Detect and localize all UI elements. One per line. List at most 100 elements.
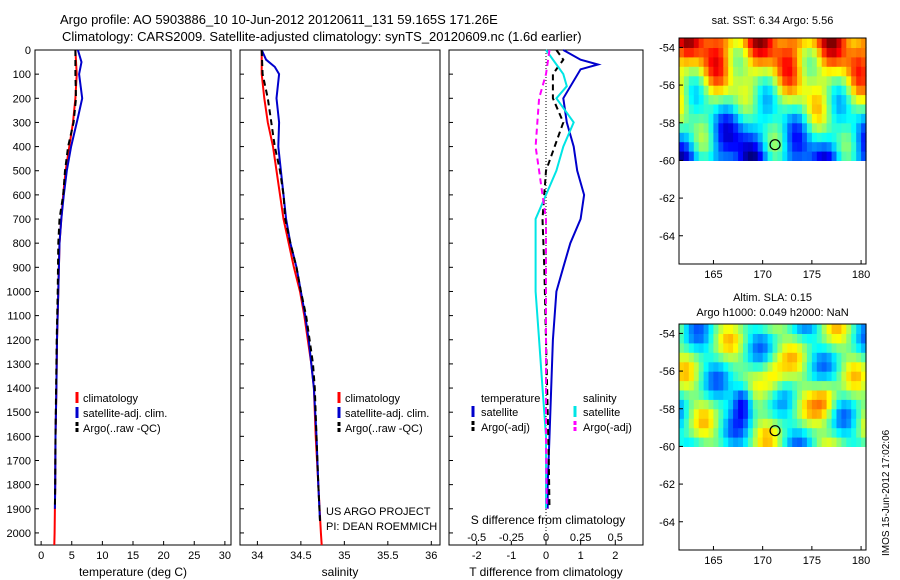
map-cell [826, 75, 833, 86]
map-cell [846, 371, 852, 382]
map-cell [713, 113, 719, 124]
map-cell [787, 85, 793, 96]
map-cell [861, 342, 867, 353]
map-cell [841, 408, 847, 419]
map-cell [683, 427, 690, 438]
map-cell [757, 352, 764, 363]
map-cell [733, 427, 739, 438]
map-cell [728, 427, 734, 438]
map-cell [792, 151, 798, 161]
map-cell [693, 437, 700, 447]
map-cell [738, 103, 744, 114]
map-cell [836, 47, 842, 58]
map-cell [826, 437, 833, 447]
y-tick-label: 1000 [7, 286, 31, 298]
map-cell [743, 38, 749, 48]
map-cell [826, 38, 833, 48]
map-cell [851, 324, 857, 334]
map-cell [723, 141, 729, 152]
map-cell [762, 418, 769, 429]
map-cell [698, 85, 705, 96]
map-cell [688, 103, 695, 114]
map-cell [856, 132, 862, 143]
map-cell [836, 333, 842, 344]
map-cell [811, 408, 818, 419]
map-cell [762, 85, 769, 96]
map-cell [688, 427, 695, 438]
map-cell [762, 389, 769, 400]
map-cell [802, 437, 808, 447]
map-cell [743, 47, 749, 58]
map-cell [811, 399, 818, 410]
map-cell [816, 151, 823, 161]
map-cell [806, 122, 813, 133]
map-cell [683, 47, 690, 58]
map-cell [806, 66, 813, 77]
map-cell [679, 342, 685, 353]
map-cell [777, 380, 783, 391]
map-cell [856, 371, 862, 382]
map-cell [747, 103, 754, 114]
map-cell [747, 352, 754, 363]
map-cell [777, 437, 783, 447]
map-cell [708, 66, 714, 77]
map-cell [733, 75, 739, 86]
map-cell [782, 324, 788, 334]
map-cell [787, 324, 793, 334]
map-cell [713, 94, 719, 105]
map-cell [841, 333, 847, 344]
map-cell [811, 94, 818, 105]
map-cell [762, 408, 769, 419]
map-cell [728, 38, 734, 48]
map-cell [821, 38, 828, 48]
map-cell [797, 437, 803, 447]
x-tick-label: 35 [338, 550, 350, 562]
map-cell [792, 324, 798, 334]
map-cell [841, 399, 847, 410]
map-cell [821, 132, 828, 143]
map-cell [728, 85, 734, 96]
map-cell [846, 352, 852, 363]
map-cell [743, 122, 749, 133]
map-cell [806, 427, 813, 438]
map-cell [797, 418, 803, 429]
map-cell [836, 361, 842, 372]
map-cell [846, 113, 852, 124]
map-cell [856, 389, 862, 400]
x-tick-label: 0 [543, 550, 549, 562]
map-cell [806, 141, 813, 152]
map-cell [772, 56, 778, 67]
map-cell [816, 38, 823, 48]
map-cell [777, 85, 783, 96]
map-cell [826, 333, 833, 344]
map-cell [787, 75, 793, 86]
map-cell [679, 141, 685, 152]
map-cell [693, 94, 700, 105]
map-cell [723, 47, 729, 58]
map-cell [821, 418, 828, 429]
map-cell [723, 122, 729, 133]
map-cell [792, 85, 798, 96]
map-cell [703, 389, 710, 400]
map-cell [757, 427, 764, 438]
map-cell [777, 361, 783, 372]
map-cell [693, 389, 700, 400]
map-cell [747, 94, 754, 105]
map-cell [718, 103, 724, 114]
map-cell [841, 56, 847, 67]
map-cell [708, 418, 714, 429]
map-cell [806, 408, 813, 419]
map-cell [757, 113, 764, 124]
map-cell [836, 408, 842, 419]
map-cell [688, 94, 695, 105]
map-cell [693, 66, 700, 77]
map-cell [703, 113, 710, 124]
map-cell [718, 122, 724, 133]
map-cell [856, 85, 862, 96]
map-cell [772, 94, 778, 105]
map-cell [851, 122, 857, 133]
map-cell [792, 437, 798, 447]
map-cell [841, 94, 847, 105]
map-cell [679, 352, 685, 363]
map-title: sat. SST: 6.34 Argo: 5.56 [712, 15, 834, 27]
